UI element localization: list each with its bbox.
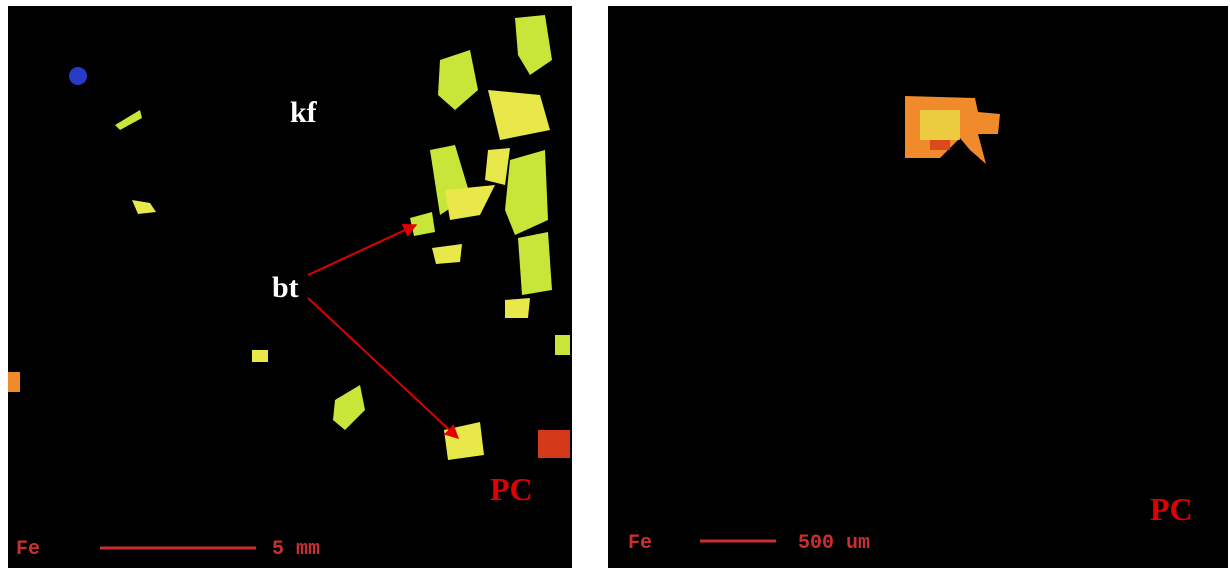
phase-grain: [505, 298, 530, 318]
map-background: [608, 6, 1228, 568]
phase-grain: [8, 372, 20, 392]
body: kf bt PC Fe 5 mm PC Fe 500 um (() => { c…: [0, 0, 1230, 574]
right-map: PC Fe 500 um: [608, 6, 1228, 568]
corner-label: PC: [1150, 491, 1193, 527]
left-map: kf bt PC Fe 5 mm: [8, 6, 572, 568]
mineral-label: bt: [272, 271, 299, 304]
phase-grain: [538, 430, 570, 458]
page: {"panels": [ {"labels": {"kf": "kf", "bt…: [0, 0, 1230, 574]
mineral-label: kf: [290, 96, 318, 129]
phase-grain: [505, 150, 548, 235]
figure: kf bt PC Fe 5 mm PC Fe 500 um: [0, 0, 1230, 574]
phase-grain: [930, 140, 950, 150]
phase-grain: [555, 335, 570, 355]
phase-grain: [518, 232, 552, 295]
scale-label: 5 mm: [272, 538, 320, 561]
scale-label: 500 um: [798, 532, 870, 555]
phase-grain: [252, 350, 268, 362]
element-label: Fe: [628, 532, 652, 555]
corner-label: PC: [490, 471, 533, 507]
element-label: Fe: [16, 538, 40, 561]
phase-grain: [69, 67, 87, 85]
phase-grain: [920, 110, 960, 140]
